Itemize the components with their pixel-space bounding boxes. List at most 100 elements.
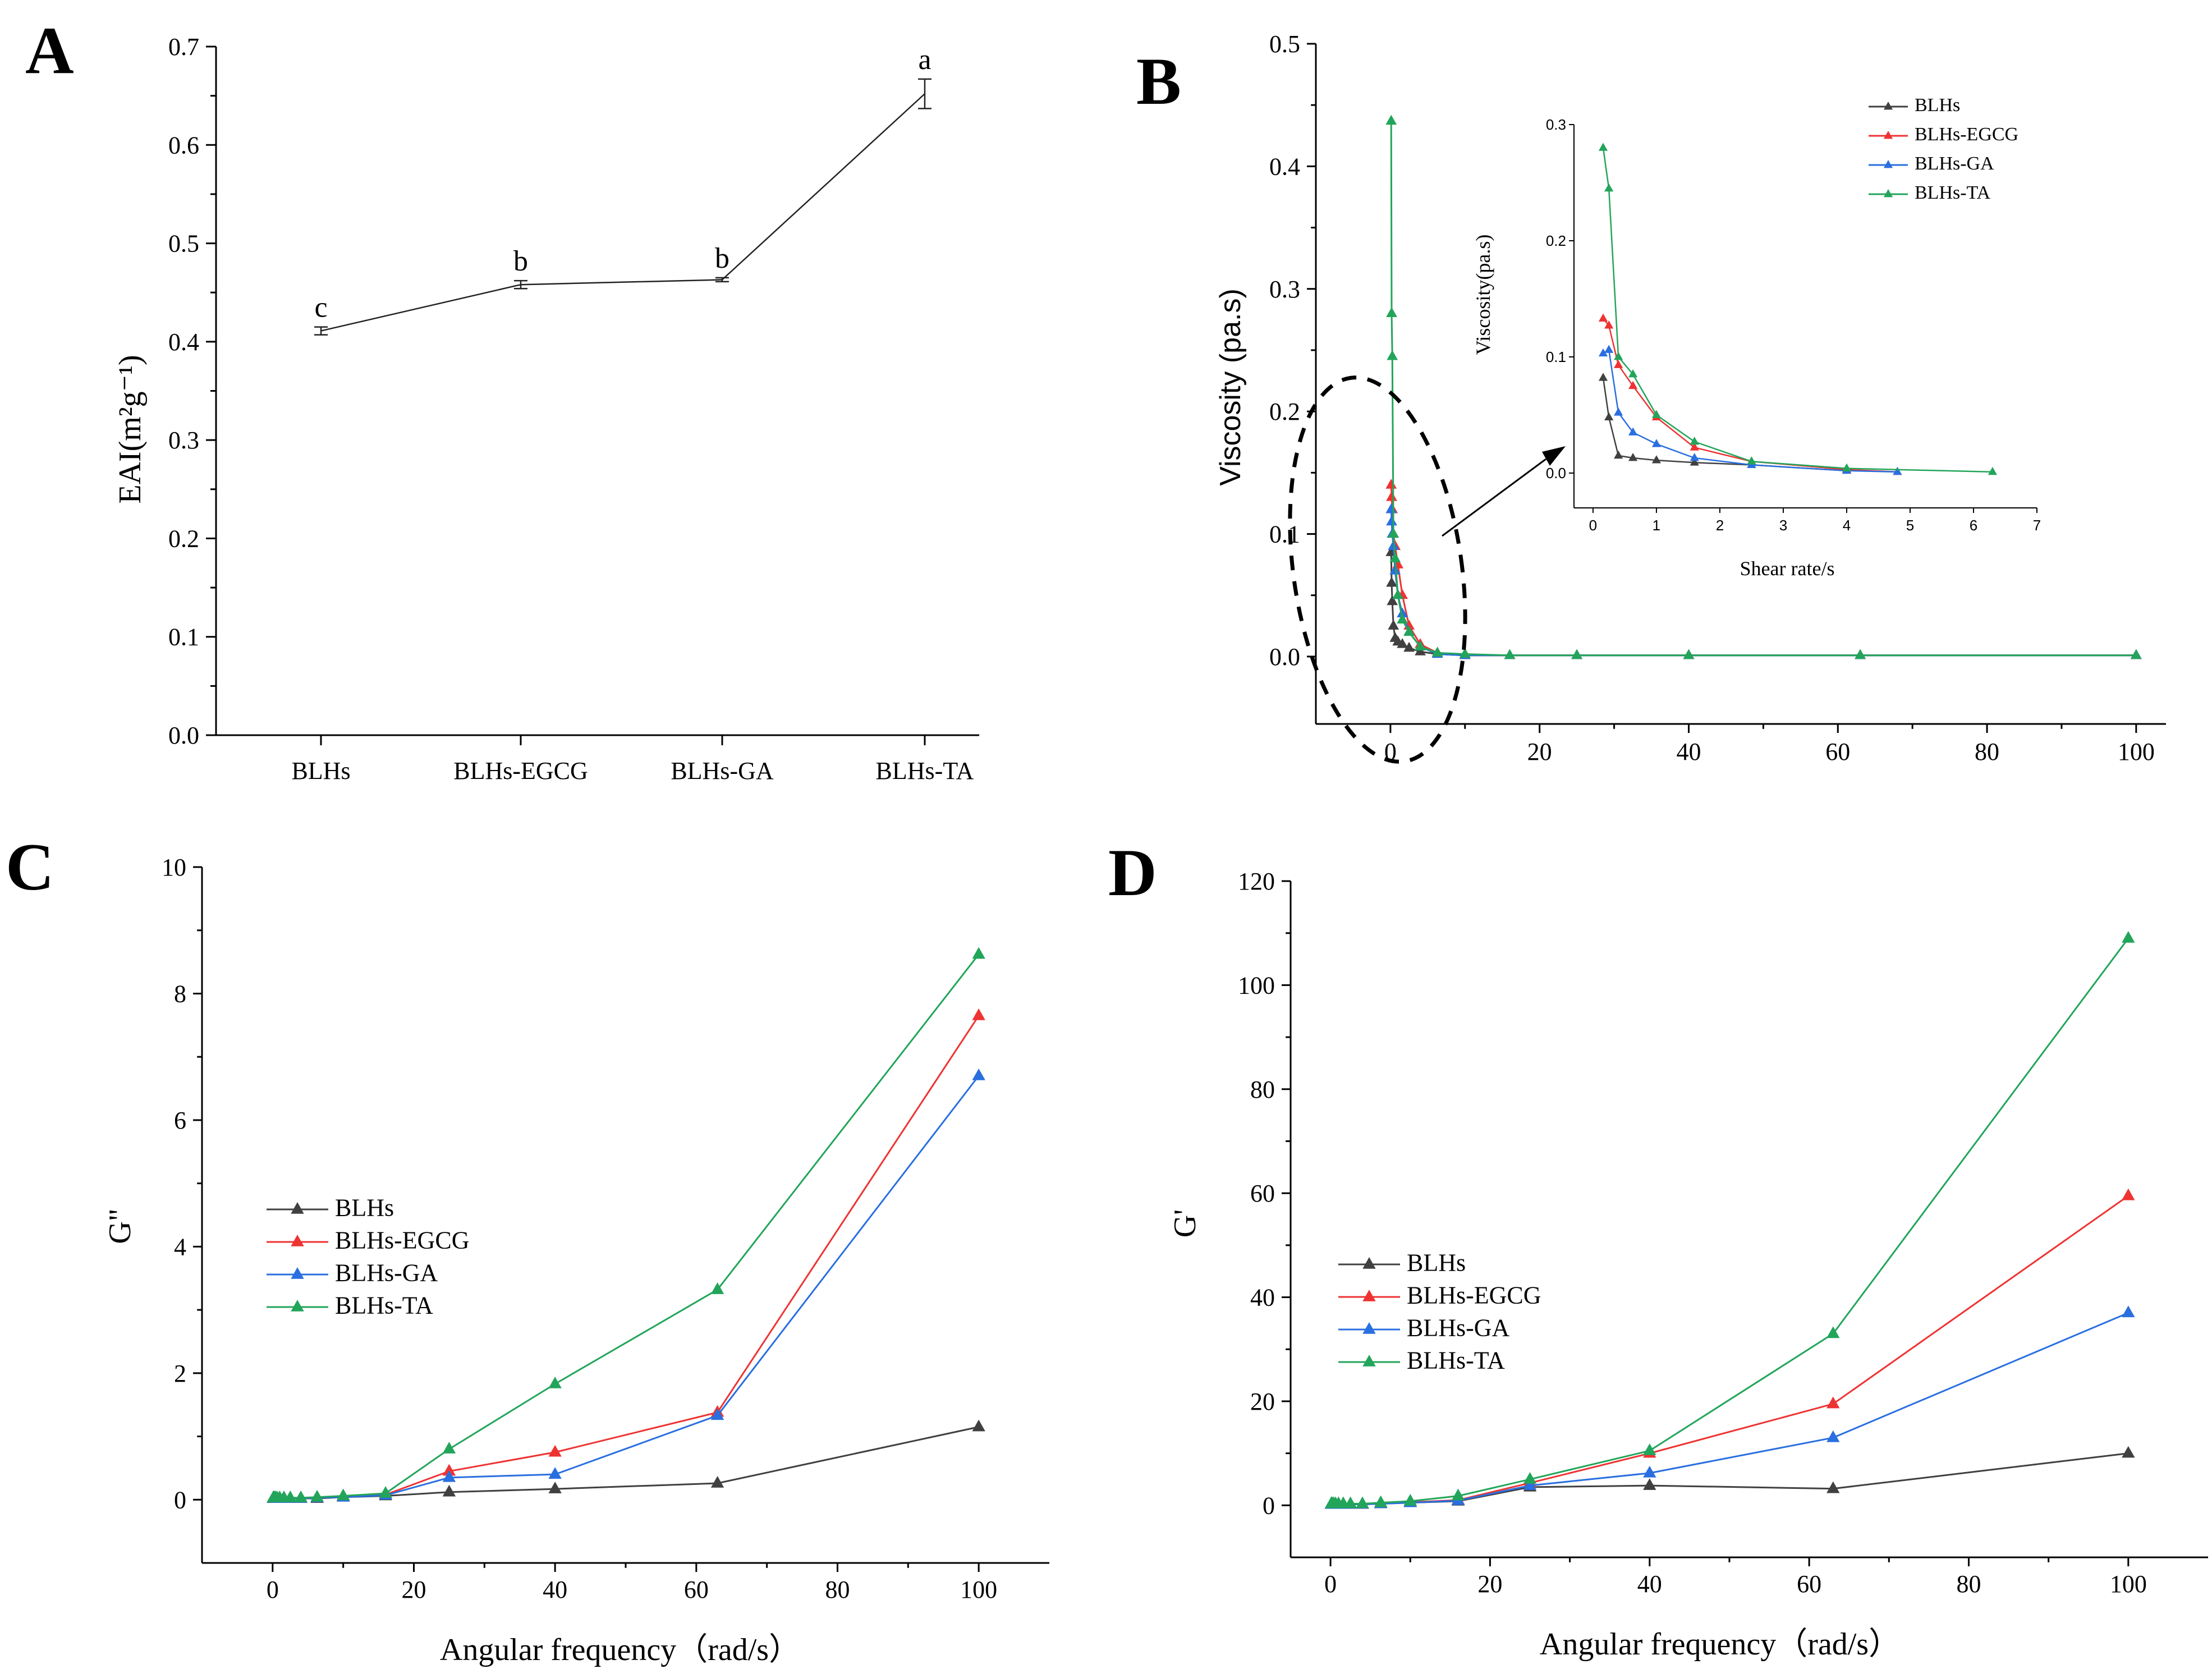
inset-point-blhs-egcg: [1604, 320, 1614, 329]
data-point-blhs-egcg: [1826, 1396, 1840, 1409]
data-point-blhs: [972, 1419, 985, 1432]
c-ytick-label: 8: [174, 980, 186, 1007]
data-point-blhs-ta: [1389, 552, 1401, 562]
inset-point-blhs: [1598, 373, 1608, 381]
data-point-blhs-ta: [1397, 613, 1408, 623]
zoom-region-ellipse: [1288, 375, 1467, 764]
panel-d-ylabel: G': [1168, 1209, 1203, 1238]
panel-b-inset: 0 1 2 3 4 5 6 7 0.0 0.1 0.2 0.3 BLHs BLHs-EGCG BLHs-G…: [1472, 95, 2041, 580]
a-ytick-label: 0.7: [168, 33, 199, 61]
data-point-blhs-ta: [1403, 1493, 1417, 1506]
d-ytick-label: 120: [1238, 868, 1275, 895]
data-point-blhs-ta: [1855, 649, 1866, 659]
data-point-blhs-ga: [710, 1408, 724, 1420]
panel-d-xlabel: Angular frequency（rad/s）: [1540, 1627, 1900, 1662]
data-point-blhs-ta: [1415, 640, 1426, 651]
b-xtick-label: 100: [2118, 738, 2155, 765]
inset-ylabel: Viscosity(pa.s): [1472, 235, 1494, 355]
inset-point-blhs-egcg: [1690, 442, 1699, 451]
inset-xtick-label: 7: [2033, 517, 2041, 534]
legend-label-blhs-ga: BLHs-GA: [335, 1259, 438, 1287]
data-point-blhs-ta: [1388, 528, 1399, 538]
data-point-blhs: [1397, 638, 1408, 648]
inset-line-blhs-ga: [1603, 349, 1898, 473]
data-point-blhs-ga: [972, 1069, 985, 1080]
a-significance-letter: b: [513, 245, 528, 277]
d-ytick-label: 60: [1250, 1180, 1275, 1207]
b-ytick-label: 0.1: [1269, 521, 1300, 548]
inset-point-blhs-ta: [1628, 369, 1638, 378]
inset-ytick-label: 0.1: [1546, 349, 1566, 365]
data-point-blhs-ga: [548, 1467, 562, 1479]
data-point-blhs-ta: [1374, 1495, 1388, 1507]
data-point-blhs-ta: [2122, 930, 2135, 943]
data-point-blhs-ta: [2130, 649, 2142, 659]
b-xtick-label: 20: [1527, 738, 1552, 765]
inset-point-blhs-ga: [1628, 427, 1638, 435]
legend-label-blhs: BLHs: [1407, 1249, 1466, 1277]
panel-a-letter: A: [25, 13, 74, 88]
a-ytick-label: 0.0: [168, 722, 199, 749]
legend-label-blhs: BLHs: [335, 1194, 394, 1222]
c-xtick-label: 60: [684, 1576, 709, 1603]
b-ytick-label: 0.2: [1269, 398, 1300, 425]
a-significance-letter: c: [314, 292, 327, 324]
data-point-blhs-ta: [442, 1442, 456, 1454]
data-point-blhs: [1386, 576, 1397, 587]
a-ytick-label: 0.3: [168, 427, 199, 454]
data-point-blhs-egcg: [1385, 479, 1397, 489]
inset-point-blhs-ga: [1614, 407, 1623, 416]
d-xtick-label: 100: [2110, 1570, 2147, 1598]
data-point-blhs-ta: [1523, 1471, 1537, 1484]
panel-c-ylabel: G": [103, 1208, 137, 1244]
c-xtick-label: 40: [543, 1576, 567, 1603]
inset-xtick-label: 3: [1779, 517, 1787, 534]
legend-label-blhs: BLHs: [1915, 95, 1960, 116]
inset-ytick-label: 0.2: [1546, 232, 1566, 249]
data-point-blhs-ga: [1397, 607, 1408, 618]
d-xtick-label: 40: [1637, 1570, 1662, 1598]
d-ytick-label: 100: [1238, 971, 1275, 999]
legend-marker-blhs-ta: [1362, 1355, 1376, 1367]
data-point-blhs-ta: [972, 947, 985, 959]
legend-marker-blhs: [291, 1202, 304, 1214]
data-point-blhs-ta: [1387, 350, 1398, 360]
data-point-blhs-ta: [379, 1486, 392, 1498]
d-xtick-label: 60: [1797, 1570, 1821, 1598]
data-point-blhs-ta: [310, 1489, 324, 1502]
c-xtick-label: 80: [825, 1576, 850, 1603]
legend-label-blhs-ga: BLHs-GA: [1407, 1314, 1510, 1342]
data-point-blhs-ta: [1451, 1488, 1465, 1501]
legend-label-blhs-ta: BLHs-TA: [1915, 182, 1991, 203]
legend-marker-blhs-ga: [291, 1267, 304, 1279]
data-point-blhs-ga: [1643, 1465, 1656, 1478]
data-point-blhs-egcg: [1386, 491, 1397, 501]
data-point-blhs-ga: [442, 1470, 456, 1482]
data-point-blhs-ta: [1356, 1496, 1369, 1509]
panel-c: C 0 20 40 60 80 100 0 2 4 6 8 10 BLHs BLHs-EGCG BLHs-…: [6, 829, 1049, 1667]
inset-point-blhs-ga: [1651, 439, 1662, 447]
data-point-blhs: [1387, 595, 1398, 606]
data-point-blhs-ta: [1459, 648, 1471, 658]
b-xtick-label: 40: [1676, 738, 1701, 765]
c-ytick-label: 2: [174, 1360, 186, 1387]
inset-point-blhs-ta: [1614, 351, 1623, 360]
zoom-arrow-line: [1442, 458, 1546, 537]
legend-marker-blhs-ga: [1883, 160, 1893, 168]
data-point-blhs-ga: [1523, 1478, 1537, 1490]
panel-a: A 0.0 0.1 0.2 0.3 0.4 0.5 0.6 0.7 BLHs BLHs-EGCG B…: [25, 13, 979, 785]
legend-marker-blhs-egcg: [291, 1235, 304, 1246]
inset-ytick-label: 0.3: [1546, 116, 1566, 133]
d-xtick-label: 80: [1956, 1570, 1981, 1598]
inset-xtick-label: 2: [1716, 517, 1724, 534]
panel-c-letter: C: [6, 829, 54, 904]
b-xtick-label: 60: [1825, 738, 1850, 765]
b-ytick-label: 0.5: [1269, 30, 1300, 58]
a-significance-letter: b: [715, 242, 729, 274]
legend-label-blhs-egcg: BLHs-EGCG: [1407, 1282, 1541, 1309]
legend-label-blhs-egcg: BLHs-EGCG: [335, 1227, 470, 1254]
inset-point-blhs: [1651, 455, 1662, 464]
series-line-blhs: [273, 1426, 979, 1500]
b-ytick-label: 0.4: [1269, 153, 1300, 180]
